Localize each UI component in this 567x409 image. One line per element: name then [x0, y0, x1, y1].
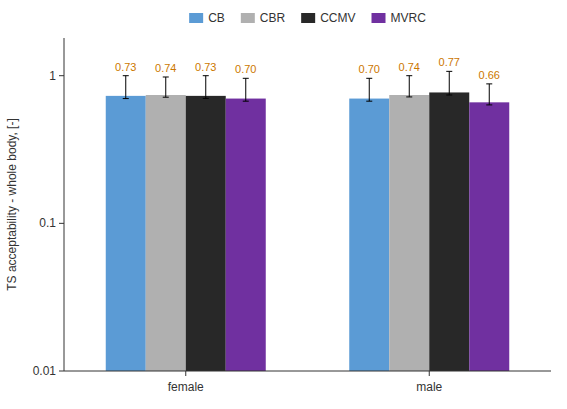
error-bar	[243, 78, 249, 101]
y-tick-label: 1	[49, 69, 56, 83]
data-label: 0.70	[359, 63, 380, 75]
y-axis-label: TS acceptability - whole body, [-]	[5, 118, 19, 291]
error-bar	[163, 77, 169, 97]
y-axis-line	[64, 38, 65, 371]
legend-swatch	[301, 13, 315, 23]
error-bar	[406, 76, 412, 97]
data-label: 0.73	[115, 61, 136, 73]
data-label: 0.77	[439, 56, 460, 68]
data-label: 0.66	[479, 69, 500, 81]
x-tick	[185, 371, 186, 376]
legend-swatch	[372, 13, 386, 23]
bar	[389, 95, 429, 371]
data-label: 0.74	[399, 61, 420, 73]
bar	[349, 99, 389, 371]
error-bar	[123, 76, 129, 99]
y-tick	[59, 223, 64, 224]
x-tick	[429, 371, 430, 376]
bar	[146, 95, 186, 371]
legend-swatch	[241, 13, 255, 23]
bars	[106, 71, 510, 371]
legend-label: CBR	[260, 11, 286, 25]
data-label: 0.73	[195, 61, 216, 73]
error-bar	[486, 84, 492, 105]
legend-label: CCMV	[320, 11, 355, 25]
data-labels: 0.73 0.70 0.74 0.74 0.73 0.77 0.70 0.66	[115, 56, 500, 81]
y-tick-label: 0.1	[39, 216, 56, 230]
x-tick-label: female	[168, 380, 204, 394]
legend-label: MVRC	[391, 11, 427, 25]
y-tick	[59, 371, 64, 372]
x-tick-label: male	[416, 380, 442, 394]
x-axis-line	[64, 371, 551, 372]
legend-swatch	[189, 13, 203, 23]
error-bar	[446, 71, 452, 95]
data-label: 0.74	[155, 62, 176, 74]
data-label: 0.70	[235, 63, 256, 75]
error-bar	[203, 76, 209, 99]
y-tick	[59, 75, 64, 76]
bar	[469, 102, 509, 371]
chart: 0.73 0.70 0.74 0.74 0.73 0.77 0.70 0.66 0.01 0.1 1…	[0, 0, 567, 409]
legend: CB CBR CCMV MVRC	[189, 11, 426, 25]
legend-label: CB	[208, 11, 225, 25]
y-tick-label: 0.01	[33, 364, 57, 378]
bar	[186, 96, 226, 371]
bar	[226, 99, 266, 371]
bar	[429, 92, 469, 371]
error-bar	[366, 78, 372, 101]
bar	[106, 96, 146, 371]
